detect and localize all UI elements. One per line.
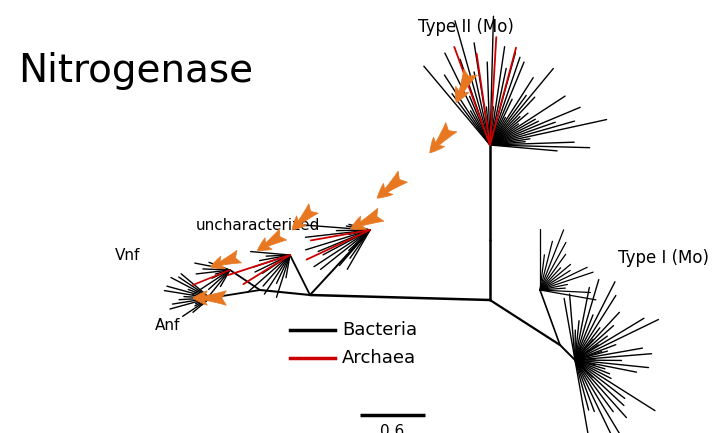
Text: Vnf: Vnf (115, 248, 140, 262)
Text: Nitrogenase: Nitrogenase (18, 52, 253, 90)
Text: Bacteria: Bacteria (342, 321, 417, 339)
Text: Type I (Mo): Type I (Mo) (618, 249, 709, 267)
Text: Anf: Anf (155, 318, 181, 333)
Text: Type II (Mo): Type II (Mo) (418, 18, 514, 36)
Text: Archaea: Archaea (342, 349, 416, 367)
Text: 0.6: 0.6 (380, 424, 405, 433)
Text: uncharacterized: uncharacterized (196, 217, 320, 233)
